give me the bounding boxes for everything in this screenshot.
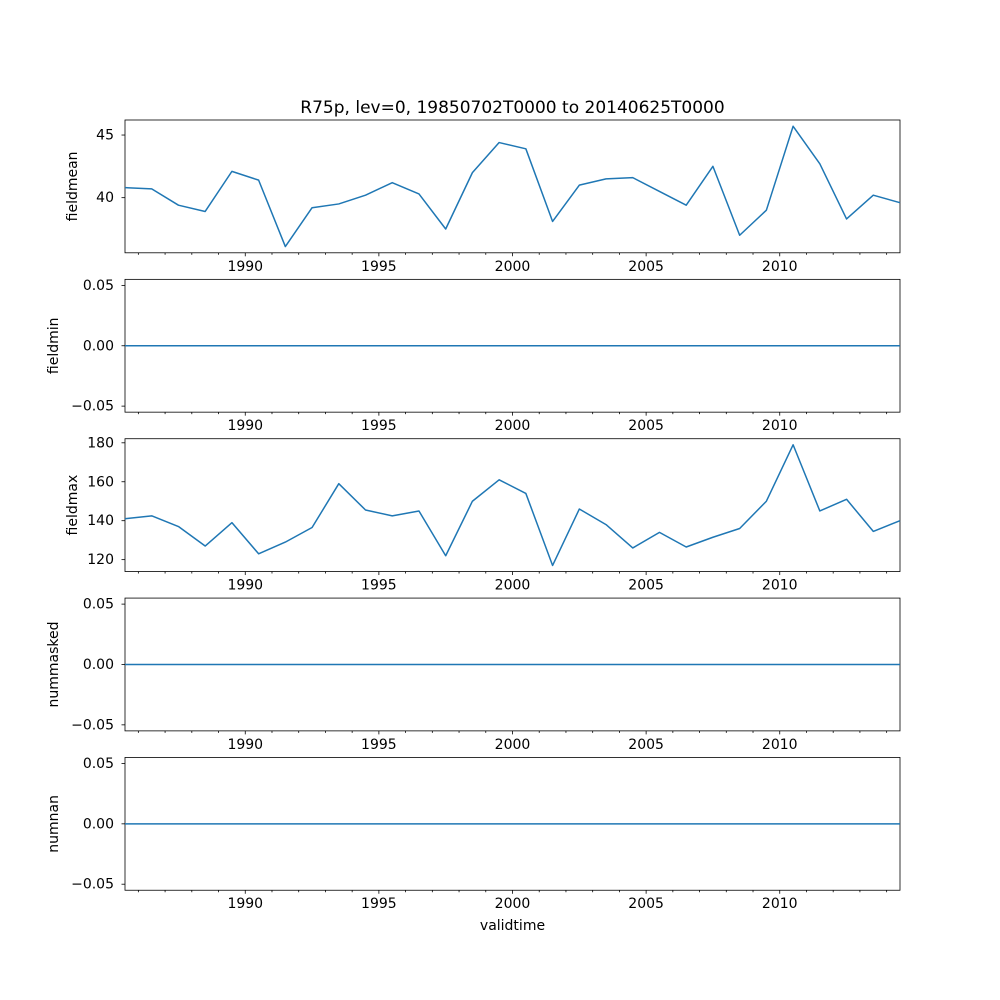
y-tick-label: −0.05 <box>71 877 114 893</box>
x-tick-label: 2010 <box>762 737 798 753</box>
subplot-fieldmax: 180 160 140 120 fieldmax 1990 1995 2000 2005 2010 <box>65 435 901 594</box>
y-tick-label: −0.05 <box>71 399 114 415</box>
series-line-fieldmean <box>124 125 901 248</box>
x-tick-label: 2000 <box>495 737 531 753</box>
x-tick-label: 1990 <box>227 737 263 753</box>
x-tick-label: 2010 <box>762 578 798 594</box>
y-tick-label: −0.05 <box>71 717 114 733</box>
y-tick-label: 0.00 <box>83 816 114 832</box>
y-tick-label: 160 <box>87 474 114 490</box>
x-tick-label: 2005 <box>628 737 664 753</box>
y-axis-label-nummasked: nummasked <box>46 621 62 707</box>
x-tick-label: 2010 <box>762 418 798 434</box>
figure-title: R75p, lev=0, 19850702T0000 to 20140625T0… <box>300 98 724 118</box>
y-tick-label: 40 <box>96 190 114 206</box>
subplot-fieldmean: 45 40 fieldmean 1990 1995 2000 2005 2010 <box>65 119 901 275</box>
y-tick-label: 0.00 <box>83 657 114 673</box>
y-tick-label: 180 <box>87 435 114 451</box>
x-tick-label: 2005 <box>628 259 664 275</box>
x-tick-label: 1990 <box>227 578 263 594</box>
y-tick-label: 120 <box>87 552 114 568</box>
x-tick-label: 2000 <box>495 418 531 434</box>
x-tick-label: 1995 <box>361 737 397 753</box>
subplot-fieldmin: 0.05 0.00 −0.05 fieldmin 1990 1995 2000 2005 201… <box>46 278 901 434</box>
x-tick-label: 1990 <box>227 259 263 275</box>
x-tick-label: 2010 <box>762 259 798 275</box>
y-tick-label: 0.05 <box>83 756 114 772</box>
subplot-numnan: 0.05 0.00 −0.05 numnan 1990 1995 2000 2005 2010 <box>46 756 901 912</box>
x-tick-label: 2000 <box>495 896 531 912</box>
x-tick-label: 2005 <box>628 578 664 594</box>
y-tick-label: 140 <box>87 513 114 529</box>
axes-frame <box>124 119 901 254</box>
x-tick-label: 2000 <box>495 578 531 594</box>
x-tick-label: 1995 <box>361 418 397 434</box>
y-tick-label: 0.00 <box>83 338 114 354</box>
y-axis-label-fieldmean: fieldmean <box>65 151 81 221</box>
y-tick-label: 45 <box>96 128 114 144</box>
axes-frame <box>124 438 901 572</box>
series-line-fieldmax <box>124 444 901 567</box>
subplot-nummasked: 0.05 0.00 −0.05 nummasked 1990 1995 2000 2005 20… <box>46 597 901 753</box>
x-tick-label: 1995 <box>361 578 397 594</box>
x-tick-label: 2000 <box>495 259 531 275</box>
x-axis-label: validtime <box>480 918 545 934</box>
y-axis-label-numnan: numnan <box>46 795 62 853</box>
y-axis-label-fieldmax: fieldmax <box>65 475 81 536</box>
x-tick-label: 1990 <box>227 418 263 434</box>
x-tick-label: 1990 <box>227 896 263 912</box>
y-axis-label-fieldmin: fieldmin <box>46 317 62 374</box>
x-tick-label: 2005 <box>628 418 664 434</box>
x-tick-label: 1995 <box>361 259 397 275</box>
x-tick-label: 2010 <box>762 896 798 912</box>
x-tick-label: 1995 <box>361 896 397 912</box>
y-tick-label: 0.05 <box>83 597 114 613</box>
y-tick-label: 0.05 <box>83 278 114 294</box>
x-tick-label: 2005 <box>628 896 664 912</box>
